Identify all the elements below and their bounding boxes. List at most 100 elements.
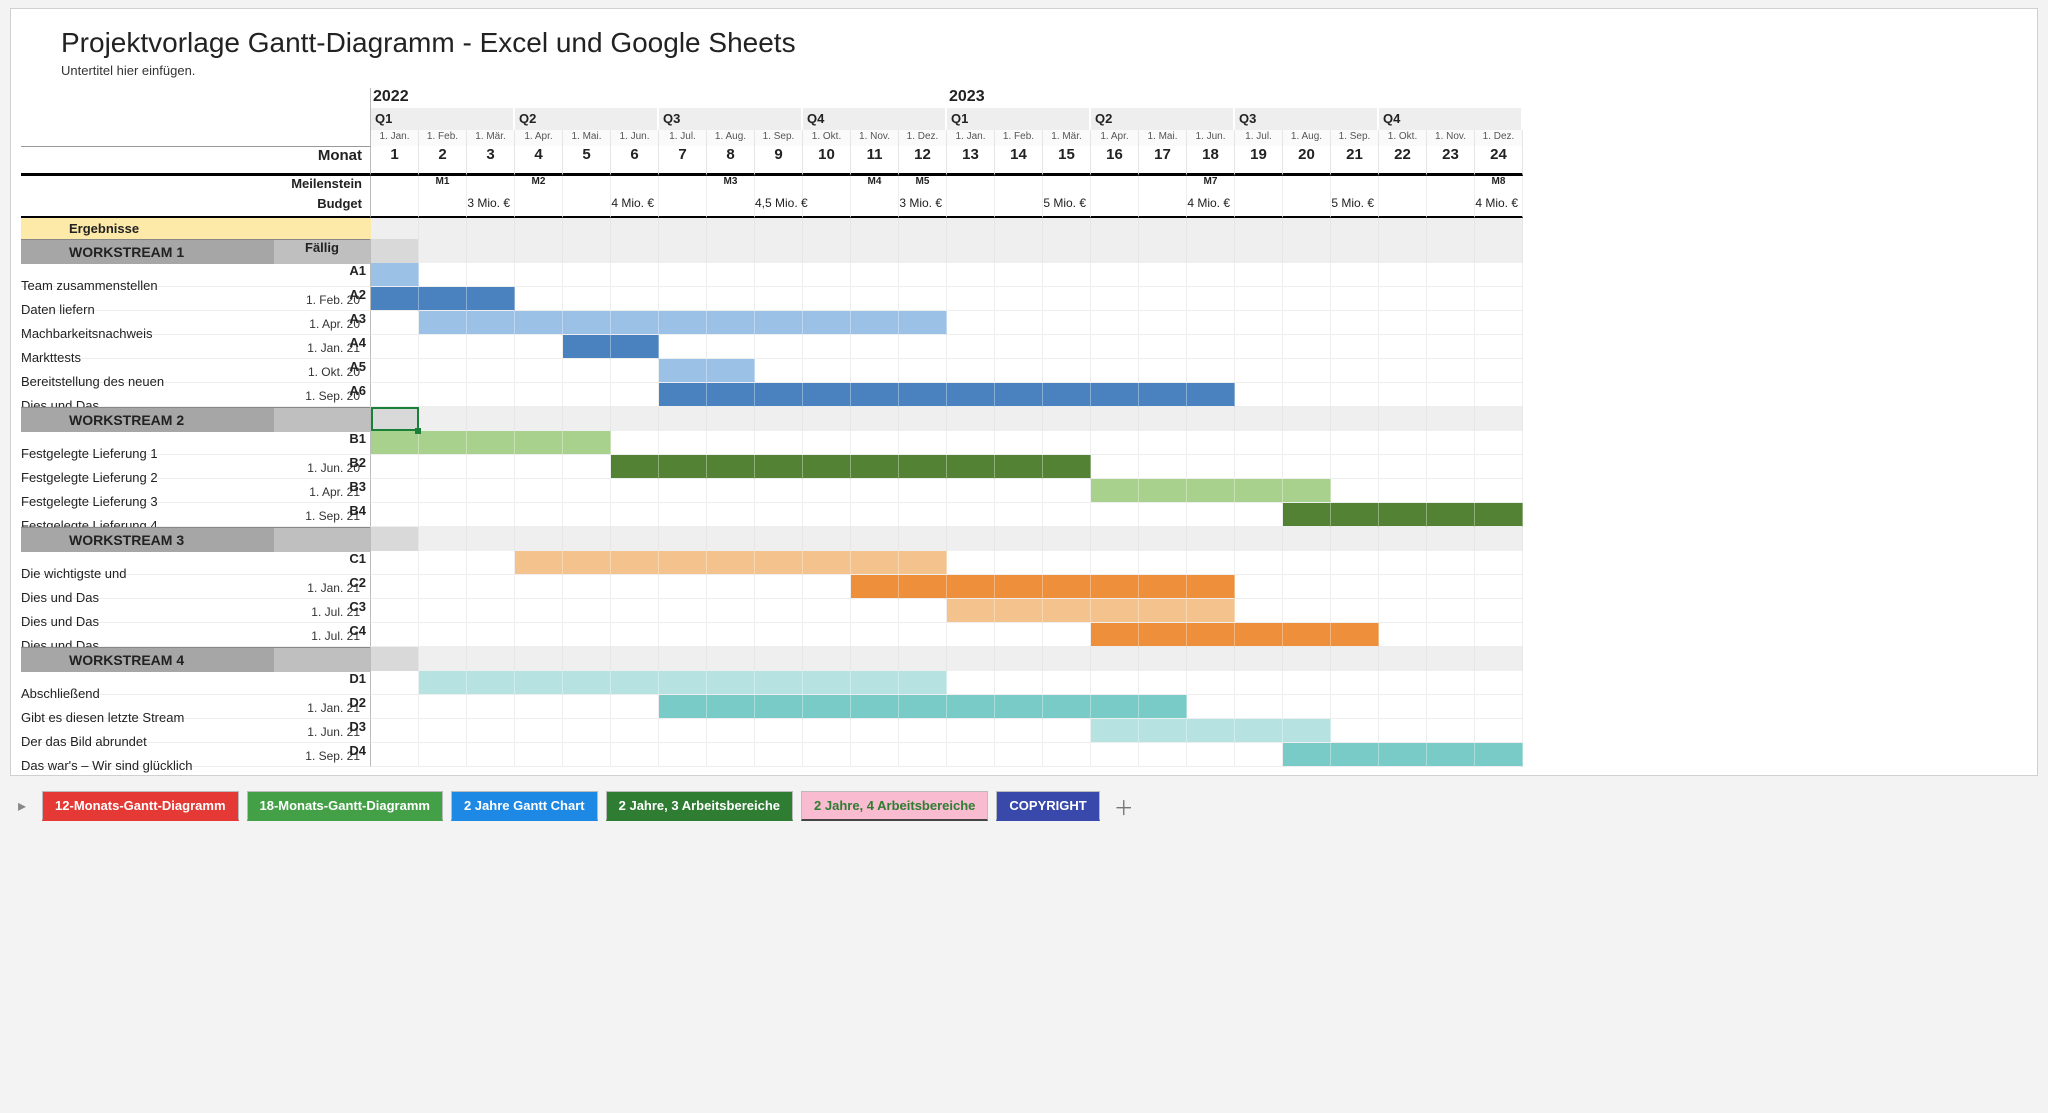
gantt-cell[interactable]: [1043, 263, 1091, 287]
gantt-cell[interactable]: [1091, 671, 1139, 695]
gantt-cell[interactable]: [1475, 503, 1523, 527]
workstream-header-cell[interactable]: [419, 407, 467, 431]
gantt-cell[interactable]: [851, 743, 899, 767]
gantt-cell[interactable]: [995, 719, 1043, 743]
gantt-cell[interactable]: [1043, 383, 1091, 407]
gantt-cell[interactable]: [1379, 671, 1427, 695]
gantt-cell[interactable]: [707, 623, 755, 647]
gantt-cell[interactable]: [1331, 743, 1379, 767]
gantt-cell[interactable]: [563, 383, 611, 407]
gantt-cell[interactable]: [851, 623, 899, 647]
gantt-cell[interactable]: [755, 359, 803, 383]
gantt-cell[interactable]: [371, 671, 419, 695]
workstream-header-cell[interactable]: [1427, 239, 1475, 263]
gantt-cell[interactable]: [1379, 287, 1427, 311]
gantt-cell[interactable]: [707, 287, 755, 311]
gantt-cell[interactable]: [1475, 383, 1523, 407]
gantt-cell[interactable]: [563, 575, 611, 599]
gantt-cell[interactable]: [899, 551, 947, 575]
gantt-cell[interactable]: [419, 503, 467, 527]
gantt-cell[interactable]: [1187, 575, 1235, 599]
workstream-header-cell[interactable]: [803, 527, 851, 551]
gantt-cell[interactable]: [899, 455, 947, 479]
gantt-cell[interactable]: [1235, 455, 1283, 479]
gantt-cell[interactable]: [1091, 551, 1139, 575]
workstream-header-cell[interactable]: [515, 239, 563, 263]
gantt-cell[interactable]: [515, 311, 563, 335]
workstream-header-cell[interactable]: [1427, 407, 1475, 431]
gantt-cell[interactable]: [899, 719, 947, 743]
workstream-header-cell[interactable]: [947, 647, 995, 671]
gantt-cell[interactable]: [1187, 503, 1235, 527]
gantt-cell[interactable]: [851, 383, 899, 407]
gantt-cell[interactable]: [1043, 695, 1091, 719]
gantt-cell[interactable]: [515, 623, 563, 647]
gantt-cell[interactable]: [947, 503, 995, 527]
gantt-cell[interactable]: [851, 263, 899, 287]
gantt-cell[interactable]: [1043, 599, 1091, 623]
gantt-cell[interactable]: [659, 431, 707, 455]
gantt-cell[interactable]: [1187, 311, 1235, 335]
gantt-cell[interactable]: [659, 359, 707, 383]
gantt-cell[interactable]: [1283, 311, 1331, 335]
workstream-header-cell[interactable]: [1043, 647, 1091, 671]
gantt-cell[interactable]: [467, 695, 515, 719]
gantt-cell[interactable]: [419, 287, 467, 311]
gantt-cell[interactable]: [1475, 599, 1523, 623]
workstream-header-cell[interactable]: [755, 527, 803, 551]
workstream-header-cell[interactable]: [851, 407, 899, 431]
gantt-cell[interactable]: [659, 719, 707, 743]
gantt-cell[interactable]: [419, 359, 467, 383]
gantt-cell[interactable]: [707, 311, 755, 335]
workstream-header-cell[interactable]: [1283, 527, 1331, 551]
gantt-cell[interactable]: [947, 287, 995, 311]
gantt-cell[interactable]: [1283, 599, 1331, 623]
gantt-cell[interactable]: [947, 671, 995, 695]
gantt-cell[interactable]: [419, 743, 467, 767]
gantt-cell[interactable]: [803, 455, 851, 479]
gantt-cell[interactable]: [1043, 503, 1091, 527]
task-row-label[interactable]: C4Dies und Das1. Okt. 21: [21, 623, 371, 647]
gantt-cell[interactable]: [563, 431, 611, 455]
gantt-cell[interactable]: [1187, 719, 1235, 743]
gantt-cell[interactable]: [1091, 287, 1139, 311]
gantt-cell[interactable]: [1235, 551, 1283, 575]
gantt-cell[interactable]: [803, 719, 851, 743]
gantt-cell[interactable]: [419, 695, 467, 719]
gantt-cell[interactable]: [563, 359, 611, 383]
gantt-cell[interactable]: [1187, 359, 1235, 383]
workstream-header-cell[interactable]: [1379, 407, 1427, 431]
gantt-cell[interactable]: [947, 479, 995, 503]
gantt-cell[interactable]: [419, 551, 467, 575]
gantt-cell[interactable]: [1475, 335, 1523, 359]
workstream-header-cell[interactable]: [1475, 407, 1523, 431]
workstream-header-cell[interactable]: [851, 239, 899, 263]
gantt-cell[interactable]: [995, 743, 1043, 767]
gantt-cell[interactable]: [995, 311, 1043, 335]
gantt-cell[interactable]: [1427, 335, 1475, 359]
workstream-header-cell[interactable]: [563, 647, 611, 671]
gantt-cell[interactable]: [947, 455, 995, 479]
gantt-cell[interactable]: [1139, 743, 1187, 767]
gantt-cell[interactable]: [467, 359, 515, 383]
gantt-cell[interactable]: [1379, 695, 1427, 719]
gantt-cell[interactable]: [467, 575, 515, 599]
gantt-cell[interactable]: [1091, 695, 1139, 719]
gantt-cell[interactable]: [1139, 575, 1187, 599]
gantt-cell[interactable]: [1427, 695, 1475, 719]
workstream-header-cell[interactable]: [1331, 239, 1379, 263]
task-row-label[interactable]: A1Team zusammenstellen1. Feb. 20: [21, 263, 371, 287]
workstream-header-cell[interactable]: [803, 407, 851, 431]
workstream-header-cell[interactable]: [1379, 647, 1427, 671]
gantt-cell[interactable]: [1043, 743, 1091, 767]
gantt-cell[interactable]: [755, 287, 803, 311]
gantt-cell[interactable]: [419, 431, 467, 455]
gantt-cell[interactable]: [611, 503, 659, 527]
gantt-cell[interactable]: [803, 311, 851, 335]
gantt-cell[interactable]: [1043, 287, 1091, 311]
gantt-cell[interactable]: [659, 455, 707, 479]
gantt-cell[interactable]: [899, 575, 947, 599]
gantt-cell[interactable]: [563, 335, 611, 359]
workstream-header-cell[interactable]: [1283, 407, 1331, 431]
gantt-cell[interactable]: [1187, 671, 1235, 695]
